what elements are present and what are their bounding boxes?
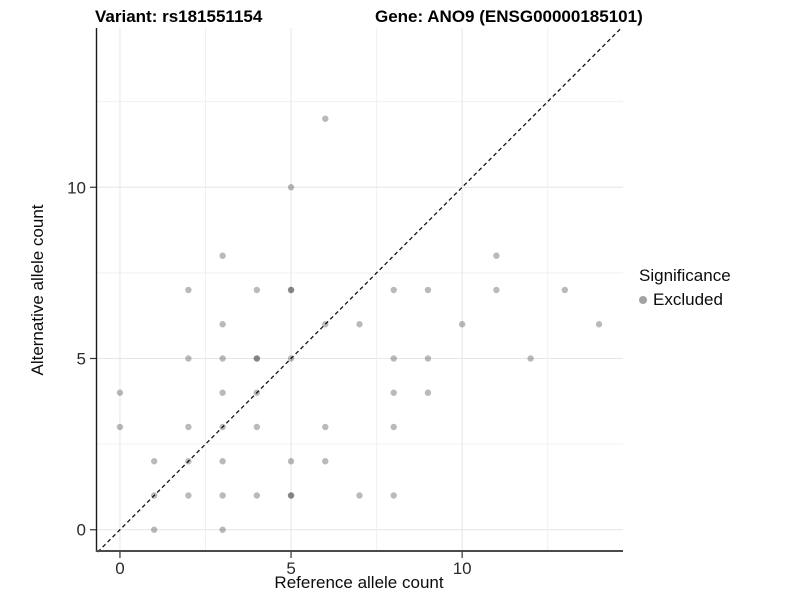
plot-title-gene: Gene: ANO9 (ENSG00000185101)	[375, 7, 643, 26]
data-point	[424, 389, 432, 396]
data-point	[219, 355, 226, 362]
data-point	[253, 355, 261, 362]
data-point	[287, 184, 295, 191]
data-point	[253, 423, 261, 431]
data-point	[561, 286, 569, 294]
legend: Significance Excluded	[639, 266, 731, 310]
data-point	[116, 423, 124, 431]
data-point	[219, 321, 226, 328]
data-point	[185, 286, 192, 294]
data-point	[185, 355, 192, 362]
data-point	[253, 492, 261, 499]
data-point	[150, 458, 158, 465]
data-point	[356, 321, 363, 328]
data-point	[287, 286, 295, 294]
data-point	[219, 526, 226, 533]
data-point	[390, 355, 397, 362]
data-point	[390, 389, 397, 396]
legend-item-label: Excluded	[653, 290, 723, 309]
y-tick-label: 0	[77, 521, 86, 540]
data-point	[322, 115, 329, 122]
data-point	[287, 355, 295, 362]
y-tick-label: 5	[77, 349, 86, 368]
data-point	[390, 423, 397, 431]
data-point	[390, 286, 397, 294]
data-point	[458, 321, 466, 328]
data-point	[219, 423, 226, 431]
data-point	[356, 492, 363, 499]
legend-title: Significance	[639, 266, 731, 285]
plot-title-variant: Variant: rs181551154	[95, 7, 263, 26]
data-point	[253, 355, 261, 362]
x-tick-label: 5	[286, 559, 295, 578]
data-point	[287, 492, 295, 499]
data-point	[595, 321, 603, 328]
data-point	[219, 389, 226, 396]
data-point	[150, 526, 158, 533]
data-point	[527, 355, 534, 362]
data-point	[116, 389, 124, 396]
data-point	[287, 458, 295, 465]
y-tick-label: 10	[67, 178, 86, 197]
x-axis-title: Reference allele count	[274, 573, 444, 592]
data-point	[390, 492, 397, 499]
legend-point-icon	[639, 296, 647, 304]
data-point	[219, 492, 226, 499]
data-point	[219, 458, 226, 465]
data-point	[185, 423, 192, 431]
data-point	[493, 252, 500, 259]
data-point	[322, 458, 329, 465]
data-point	[424, 355, 432, 362]
x-tick-label: 10	[453, 559, 472, 578]
data-point	[185, 458, 192, 465]
x-tick-label: 0	[115, 559, 124, 578]
data-point	[253, 389, 261, 396]
data-point	[322, 321, 329, 328]
y-axis-title: Alternative allele count	[28, 204, 47, 376]
data-point	[185, 492, 192, 499]
data-point	[253, 286, 261, 294]
data-point	[493, 286, 500, 294]
plot-panel: 0 5 10 0 5 10	[67, 27, 623, 578]
identity-line	[97, 27, 622, 553]
data-point	[219, 252, 226, 259]
data-point	[322, 423, 329, 431]
data-point	[424, 286, 432, 294]
data-point	[287, 286, 295, 294]
data-point	[287, 492, 295, 499]
legend-item-excluded: Excluded	[639, 290, 731, 310]
data-point	[150, 492, 158, 499]
